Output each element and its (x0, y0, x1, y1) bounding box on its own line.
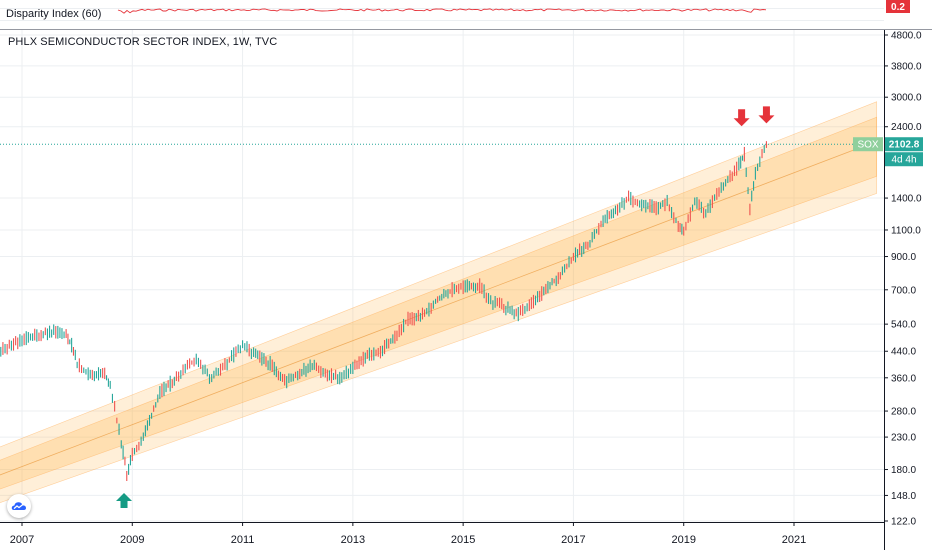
symbol-tag-label: SOX (857, 140, 878, 151)
symbol-tag (853, 137, 883, 152)
regression-channel-band (0, 101, 878, 504)
indicator-value: 0.2 (891, 2, 905, 13)
tradingview-logo[interactable] (7, 494, 31, 518)
y-tick-label: 122.0 (891, 517, 916, 528)
y-tick-label: 440.0 (891, 347, 916, 358)
cloud-icon (11, 502, 26, 510)
regression-channel-midline (0, 140, 877, 476)
countdown-badge (885, 152, 923, 167)
arrow-down-icon (758, 106, 775, 124)
y-tick-label: 360.0 (891, 373, 916, 384)
y-tick-label: 700.0 (891, 285, 916, 296)
y-tick-label: 1400.0 (891, 194, 922, 205)
y-tick-label: 3800.0 (891, 61, 922, 72)
y-tick-label: 230.0 (891, 433, 916, 444)
y-tick-label: 4800.0 (891, 31, 922, 42)
last-price-badge (885, 137, 923, 152)
chart-title: PHLX SEMICONDUCTOR SECTOR INDEX, 1W, TVC (8, 36, 278, 48)
x-tick-label: 2015 (451, 534, 475, 546)
y-tick-label: 148.0 (891, 491, 916, 502)
countdown-value: 4d 4h (891, 155, 916, 166)
y-tick-label: 900.0 (891, 252, 916, 263)
x-tick-label: 2021 (782, 534, 806, 546)
x-tick-label: 2007 (10, 534, 34, 546)
arrow-down-icon (733, 109, 750, 127)
y-tick-label: 280.0 (891, 407, 916, 418)
x-tick-label: 2009 (120, 534, 144, 546)
disparity-index-line (117, 8, 767, 14)
indicator-label[interactable]: Disparity Index (60) (6, 8, 102, 20)
x-tick-label: 2013 (341, 534, 365, 546)
arrow-up-icon (116, 493, 133, 509)
x-tick-label: 2011 (231, 534, 255, 546)
last-price-value: 2102.8 (889, 140, 920, 151)
x-tick-label: 2019 (671, 534, 695, 546)
y-tick-label: 3000.0 (891, 93, 922, 104)
y-tick-label: 180.0 (891, 465, 916, 476)
x-tick-label: 2017 (561, 534, 585, 546)
y-tick-label: 1100.0 (891, 225, 921, 236)
y-tick-label: 2400.0 (891, 122, 922, 133)
regression-channel-band (0, 116, 878, 490)
indicator-value-badge (886, 0, 910, 13)
y-tick-label: 540.0 (891, 320, 916, 331)
